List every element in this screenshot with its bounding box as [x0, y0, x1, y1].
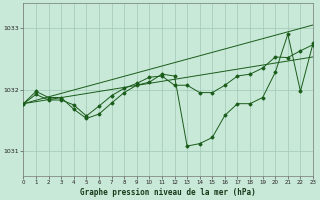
X-axis label: Graphe pression niveau de la mer (hPa): Graphe pression niveau de la mer (hPa): [80, 188, 256, 197]
